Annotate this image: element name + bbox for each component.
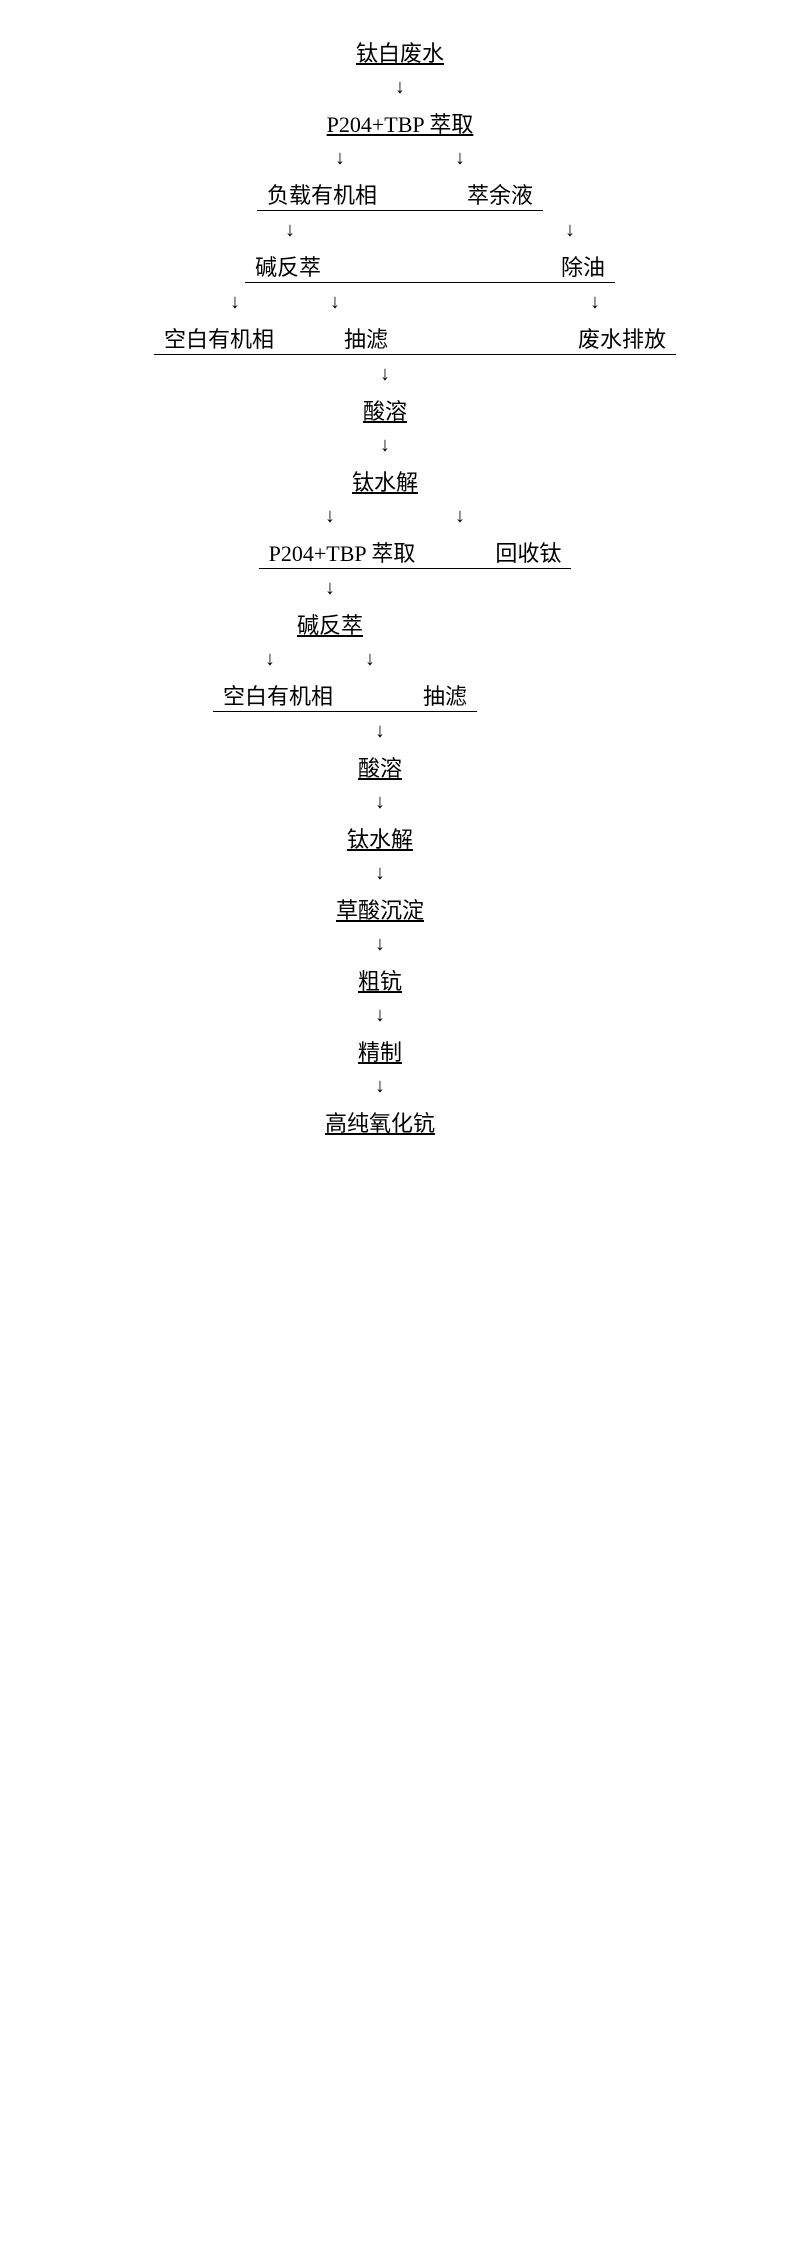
arrow-down-icon: ↓ xyxy=(365,791,395,814)
row-n8: P204+TBP 萃取 回收钛 xyxy=(259,536,572,569)
arrows-5: ↓ xyxy=(370,363,400,386)
node-n12: 钛水解 xyxy=(337,822,423,854)
node-n15: 精制 xyxy=(348,1035,412,1067)
node-n8a: P204+TBP 萃取 xyxy=(259,536,426,568)
arrow-down-icon: ↓ xyxy=(315,505,345,528)
node-n6: 酸溶 xyxy=(353,394,417,426)
row-n7: 钛水解 xyxy=(342,465,428,497)
arrows-14: ↓ xyxy=(365,1004,395,1027)
node-n4b: 除油 xyxy=(551,250,615,282)
row-n13: 草酸沉淀 xyxy=(326,893,434,925)
row-n12: 钛水解 xyxy=(337,822,423,854)
row-n11: 酸溶 xyxy=(348,751,412,783)
node-n10b: 抽滤 xyxy=(413,679,477,711)
arrows-9: ↓ ↓ xyxy=(255,648,385,671)
node-n9: 碱反萃 xyxy=(287,608,373,640)
arrow-down-icon: ↓ xyxy=(325,147,355,170)
arrows-1: ↓ xyxy=(385,76,415,99)
node-n3a: 负载有机相 xyxy=(257,178,387,210)
arrow-down-icon: ↓ xyxy=(365,933,395,956)
row-n2: P204+TBP 萃取 xyxy=(317,107,484,139)
row-n1: 钛白废水 xyxy=(346,36,454,68)
node-n14: 粗钪 xyxy=(348,964,412,996)
row-n4: 碱反萃 除油 xyxy=(245,250,615,283)
arrow-down-icon: ↓ xyxy=(365,862,395,885)
joined-n8: P204+TBP 萃取 回收钛 xyxy=(259,536,572,569)
arrow-down-icon: ↓ xyxy=(445,147,475,170)
flowchart-root: 钛白废水 ↓ P204+TBP 萃取 ↓ ↓ 负载有机相 萃余液 ↓ ↓ 碱反萃… xyxy=(0,30,800,1144)
node-n13: 草酸沉淀 xyxy=(326,893,434,925)
arrow-down-icon: ↓ xyxy=(355,648,385,671)
arrow-down-icon: ↓ xyxy=(555,219,585,242)
arrow-down-icon: ↓ xyxy=(580,291,610,314)
arrow-down-icon: ↓ xyxy=(315,577,345,600)
arrows-15: ↓ xyxy=(365,1075,395,1098)
joined-n5: 空白有机相 抽滤 废水排放 xyxy=(154,322,676,355)
joined-n4: 碱反萃 除油 xyxy=(245,250,615,283)
arrows-2: ↓ ↓ xyxy=(325,147,475,170)
row-n16: 高纯氧化钪 xyxy=(315,1106,445,1138)
arrow-down-icon: ↓ xyxy=(370,363,400,386)
node-n16: 高纯氧化钪 xyxy=(315,1106,445,1138)
arrow-down-icon: ↓ xyxy=(365,1004,395,1027)
arrow-down-icon: ↓ xyxy=(365,1075,395,1098)
row-n9: 碱反萃 xyxy=(287,608,373,640)
row-n6: 酸溶 xyxy=(353,394,417,426)
arrow-down-icon: ↓ xyxy=(220,291,250,314)
arrow-down-icon: ↓ xyxy=(385,76,415,99)
node-n2: P204+TBP 萃取 xyxy=(317,107,484,139)
node-n4a: 碱反萃 xyxy=(245,250,331,282)
node-n5b: 抽滤 xyxy=(334,322,398,354)
node-n8b: 回收钛 xyxy=(485,536,571,568)
node-n5a: 空白有机相 xyxy=(154,322,284,354)
arrow-down-icon: ↓ xyxy=(275,219,305,242)
arrows-13: ↓ xyxy=(365,933,395,956)
arrows-3: ↓ ↓ xyxy=(275,219,585,242)
row-n14: 粗钪 xyxy=(348,964,412,996)
joined-n3: 负载有机相 萃余液 xyxy=(257,178,543,211)
node-n1: 钛白废水 xyxy=(346,36,454,68)
node-n3b: 萃余液 xyxy=(457,178,543,210)
arrows-6: ↓ xyxy=(370,434,400,457)
arrows-10: ↓ xyxy=(365,720,395,743)
arrow-down-icon: ↓ xyxy=(445,505,475,528)
row-n15: 精制 xyxy=(348,1035,412,1067)
arrows-8: ↓ xyxy=(315,577,345,600)
arrows-7: ↓ ↓ xyxy=(315,505,475,528)
arrows-12: ↓ xyxy=(365,862,395,885)
arrow-down-icon: ↓ xyxy=(320,291,350,314)
node-n11: 酸溶 xyxy=(348,751,412,783)
node-n7: 钛水解 xyxy=(342,465,428,497)
arrow-down-icon: ↓ xyxy=(255,648,285,671)
row-n5: 空白有机相 抽滤 废水排放 xyxy=(154,322,676,355)
joined-n10: 空白有机相 抽滤 xyxy=(213,679,477,712)
arrows-11: ↓ xyxy=(365,791,395,814)
arrow-down-icon: ↓ xyxy=(365,720,395,743)
node-n5c: 废水排放 xyxy=(568,322,676,354)
row-n3: 负载有机相 萃余液 xyxy=(257,178,543,211)
row-n10: 空白有机相 抽滤 xyxy=(213,679,477,712)
node-n10a: 空白有机相 xyxy=(213,679,343,711)
arrow-down-icon: ↓ xyxy=(370,434,400,457)
arrows-4: ↓ ↓ ↓ xyxy=(220,291,610,314)
